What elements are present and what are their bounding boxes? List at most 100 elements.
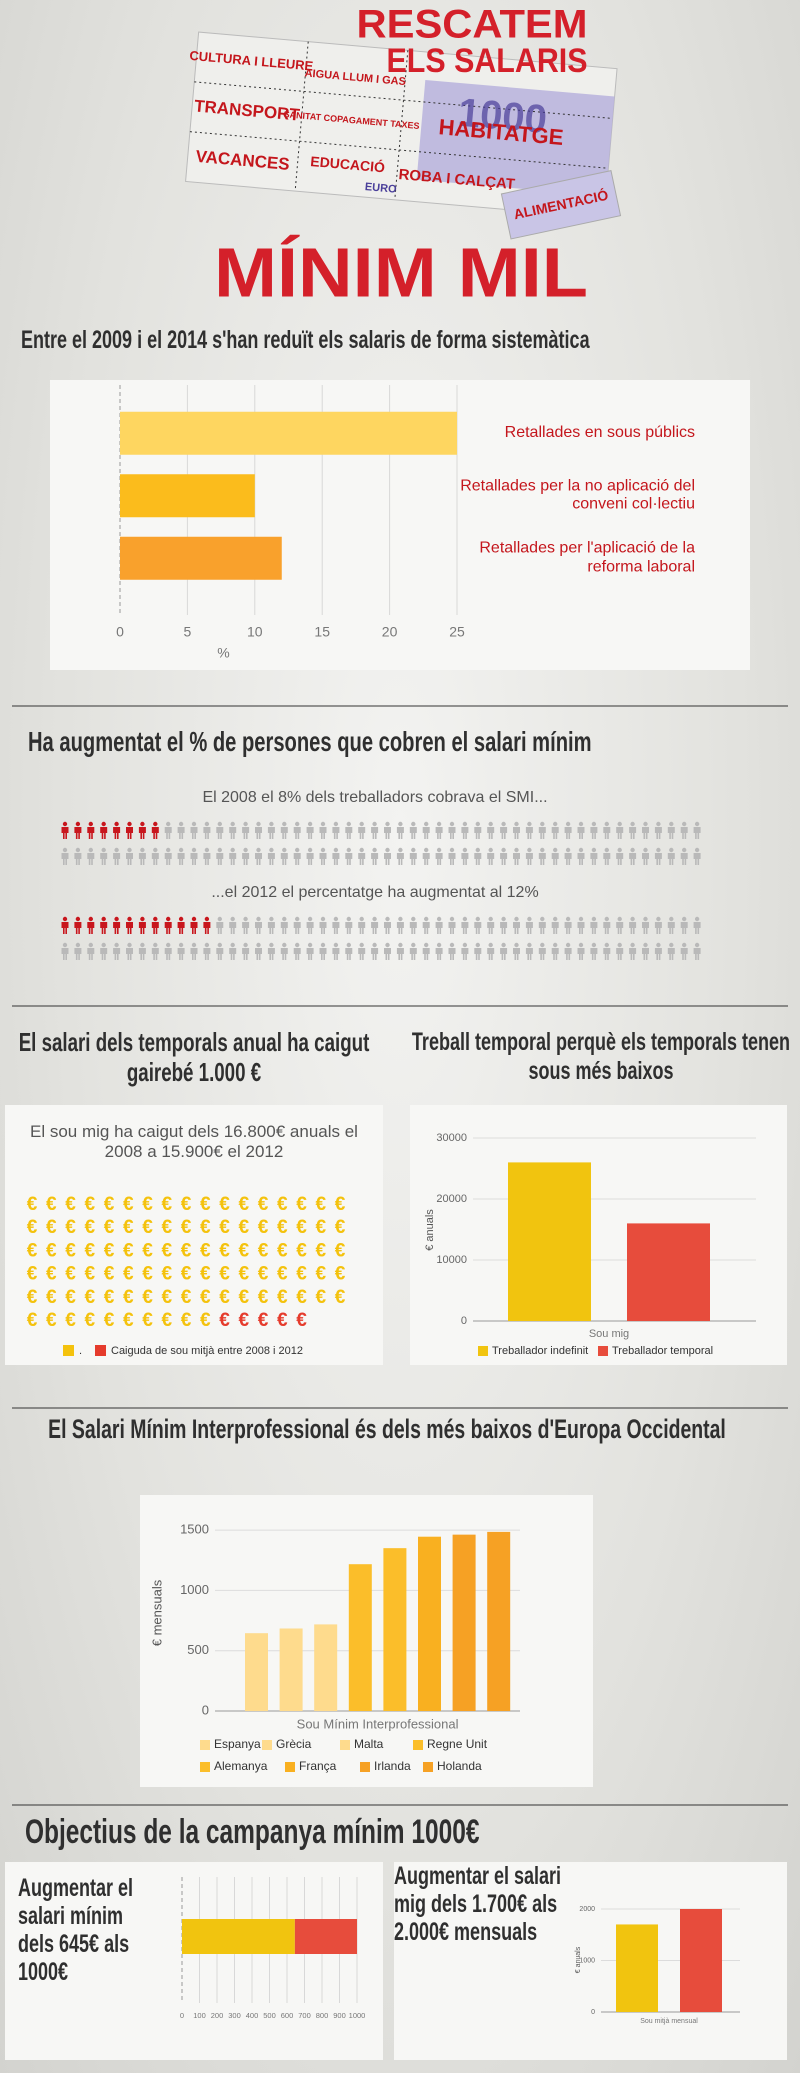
euro-symbol: €: [315, 1264, 326, 1285]
person-icon: [151, 916, 159, 934]
person-icon: [371, 821, 379, 839]
legend-swatch: [598, 1346, 608, 1356]
person-icon: [138, 847, 146, 865]
euro-symbol: €: [200, 1310, 211, 1331]
legend-swatch: [200, 1762, 210, 1772]
person-icon: [151, 821, 159, 839]
euro-symbol: €: [200, 1217, 211, 1238]
person-icon: [345, 847, 353, 865]
section-title: El Salari Mínim Interprofessional és del…: [48, 1414, 726, 1444]
euro-symbol: €: [335, 1217, 346, 1238]
row-label: ...el 2012 el percentatge ha augmentat a…: [211, 884, 538, 901]
euro-symbol: €: [104, 1217, 115, 1238]
euro-symbol: €: [65, 1264, 76, 1285]
person-icon: [564, 847, 572, 865]
x-tick-label: 15: [314, 624, 330, 640]
euro-symbol: €: [219, 1310, 230, 1331]
person-icon: [384, 942, 391, 960]
x-tick-label: 20: [382, 624, 398, 640]
person-icon: [680, 821, 688, 839]
person-icon: [255, 942, 262, 960]
person-icon: [100, 821, 108, 839]
bar: [452, 1534, 476, 1711]
legend-swatch: [340, 1740, 350, 1750]
person-icon: [513, 821, 520, 839]
person-icon: [409, 821, 417, 839]
x-tick-label: 300: [228, 2011, 241, 2020]
person-icon: [267, 916, 275, 934]
person-icon: [577, 942, 585, 960]
euro-note: [416, 79, 615, 197]
euro-symbol: €: [181, 1240, 192, 1261]
euro-symbol: €: [219, 1194, 230, 1215]
y-tick-label: 10000: [436, 1254, 467, 1266]
y-axis-label: € anuals: [424, 1209, 436, 1251]
person-icon: [125, 916, 133, 934]
person-icon: [216, 916, 224, 934]
person-icon: [487, 916, 495, 934]
row-label: El 2008 el 8% dels treballadors cobrava …: [202, 789, 547, 806]
legend-label: Caiguda de sou mitjà entre 2008 i 2012: [111, 1345, 303, 1357]
person-icon: [603, 916, 611, 934]
person-icon: [693, 942, 701, 960]
bar: [279, 1628, 303, 1711]
person-icon: [280, 847, 288, 865]
euro-symbol: €: [277, 1194, 288, 1215]
y-tick-label: 0: [202, 1702, 209, 1717]
person-icon: [629, 821, 637, 839]
bar: [314, 1624, 338, 1711]
bar: [120, 536, 282, 580]
euro-symbol: €: [65, 1194, 76, 1215]
person-icon: [487, 821, 495, 839]
euro-symbol: €: [27, 1287, 38, 1308]
person-icon: [577, 916, 585, 934]
person-icon: [306, 942, 314, 960]
euro-symbol: €: [104, 1310, 115, 1331]
euro-symbol: €: [219, 1240, 230, 1261]
person-icon: [242, 916, 250, 934]
person-icon: [384, 821, 391, 839]
legend-swatch: [285, 1762, 295, 1772]
person-icon: [87, 847, 95, 865]
person-icon: [551, 821, 559, 839]
person-icon: [242, 821, 250, 839]
euro-symbol: €: [27, 1217, 38, 1238]
person-icon: [113, 942, 121, 960]
person-icon: [642, 821, 649, 839]
x-tick-label: 25: [449, 624, 465, 640]
euro-symbol: €: [123, 1287, 134, 1308]
bar: [418, 1536, 441, 1711]
person-icon: [190, 821, 198, 839]
person-icon: [267, 821, 275, 839]
euro-symbol: €: [65, 1217, 76, 1238]
bar-segment: [182, 1919, 295, 1954]
euro-symbol: €: [277, 1264, 288, 1285]
tag: EDUCACIÓ: [310, 152, 386, 175]
person-icon: [538, 916, 546, 934]
legend-label: Irlanda: [374, 1759, 411, 1773]
euro-symbol: €: [200, 1240, 211, 1261]
person-icon: [358, 916, 366, 934]
person-icon: [448, 847, 456, 865]
bar: [508, 1162, 591, 1321]
category-label: Retallades per la no aplicació del conve…: [460, 477, 695, 513]
person-icon: [293, 916, 301, 934]
legend-swatch: [478, 1346, 488, 1356]
person-icon: [525, 916, 533, 934]
person-icon: [474, 942, 482, 960]
bar: [348, 1564, 372, 1711]
euro-symbol: €: [161, 1217, 172, 1238]
person-icon: [267, 942, 275, 960]
perforation: [194, 81, 613, 119]
person-icon: [551, 847, 559, 865]
person-icon: [680, 942, 688, 960]
person-icon: [216, 821, 224, 839]
y-axis-label: € mensuals: [149, 1579, 164, 1646]
person-icon: [100, 847, 108, 865]
euro-symbol: €: [315, 1217, 326, 1238]
category-label: Sou Mínim Interprofessional: [297, 1716, 459, 1731]
person-icon: [113, 916, 121, 934]
bar: [245, 1633, 268, 1711]
euro-symbol: €: [258, 1264, 269, 1285]
